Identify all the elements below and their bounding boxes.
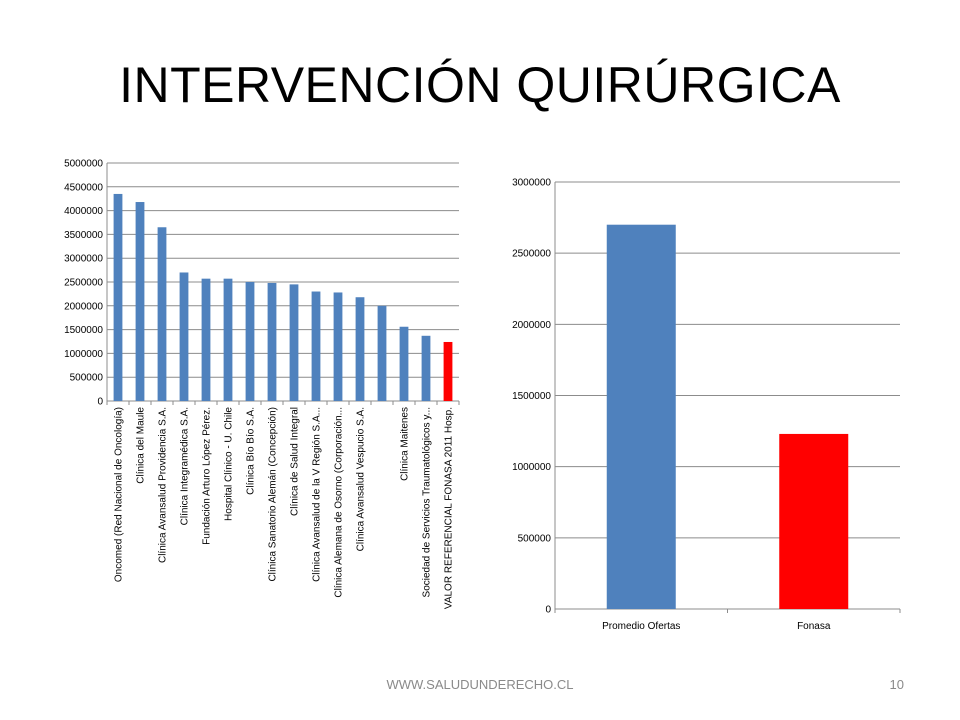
y-tick-label: 4000000 (64, 206, 103, 217)
bar (135, 202, 145, 401)
x-tick-label: Clínica Bío Bío S.A. (246, 407, 257, 495)
bar (267, 282, 277, 401)
bar (179, 272, 189, 401)
y-tick-label: 1500000 (64, 325, 103, 336)
bar (201, 278, 211, 401)
x-tick-label: Sociedad de Servicios Traumatológicos y.… (422, 407, 433, 597)
y-tick-label: 500000 (70, 373, 104, 384)
slide-title: INTERVENCIÓN QUIRÚRGICA (119, 57, 841, 113)
y-tick-label: 3000000 (64, 254, 103, 265)
y-tick-label: 1000000 (64, 349, 103, 360)
bar (443, 341, 453, 401)
x-tick-label: Fundación Arturo López Pérez. (202, 407, 213, 545)
y-tick-label: 2500000 (64, 278, 103, 289)
y-tick-label: 2000000 (64, 301, 103, 312)
x-tick-label: Clínica Avansalud Vespucio S.A. (356, 407, 367, 551)
x-tick-label: Clínica Sanatorio Alemán (Concepción) (268, 407, 279, 582)
bar (311, 291, 321, 401)
bar (223, 278, 233, 401)
x-tick-label: Clínica Avansalud Providencia S.A. (158, 407, 169, 563)
bar (421, 335, 431, 401)
x-tick-label: Clínica del Maule (136, 407, 147, 484)
bar (399, 326, 409, 401)
x-tick-label: Clínica Alemana de Osorno (Corporación..… (334, 407, 345, 598)
x-tick-label: Clínica Maitenes (400, 407, 411, 481)
x-tick-label: Clínica de Salud Integral (290, 407, 301, 516)
y-tick-label: 3500000 (64, 230, 103, 241)
footer-url[interactable]: WWW.SALUDUNDERECHO.CL (386, 677, 574, 692)
bar (289, 284, 299, 401)
x-tick-label: Hospital Clínico - U. Chile (224, 407, 235, 521)
bar (355, 297, 365, 401)
x-tick-label: VALOR REFERENCIAL FONASA 2011 Hosp. (444, 407, 455, 609)
page-number: 10 (889, 677, 904, 692)
x-tick-label: Clínica Avansalud de la V Región S.A... (312, 407, 323, 582)
y-tick-label: 0 (97, 397, 103, 408)
bar (157, 227, 167, 401)
x-tick-label: Clínica Integramédica S.A. (180, 407, 191, 525)
bar (333, 292, 343, 401)
bar (377, 305, 387, 401)
x-tick-label: Oncomed (Red Nacional de Oncología) (114, 407, 125, 582)
y-tick-label: 4500000 (64, 182, 103, 193)
bar (245, 282, 255, 401)
bar (113, 193, 123, 401)
y-tick-label: 5000000 (64, 159, 103, 170)
